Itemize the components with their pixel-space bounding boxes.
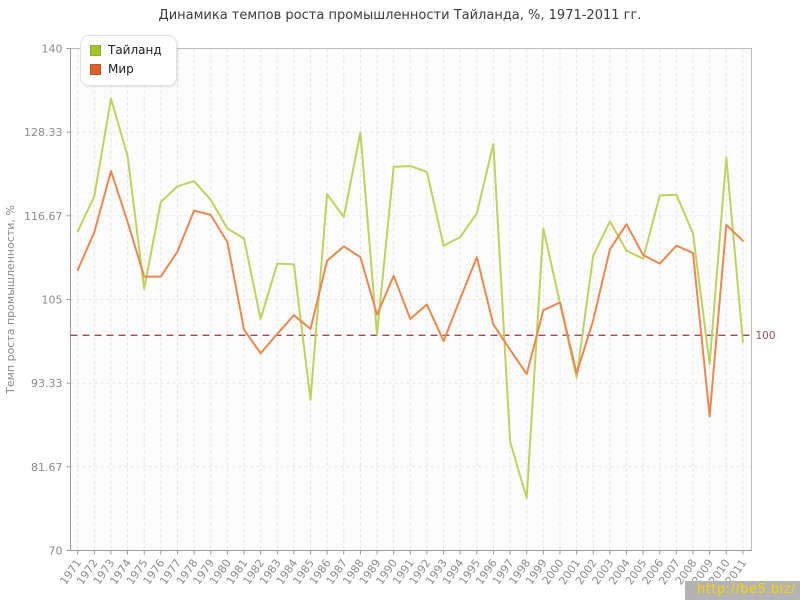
chart-title: Динамика темпов роста промышленности Тай… (158, 8, 642, 23)
world-series-swatch (90, 64, 101, 75)
legend-item-thailand: Тайланд (90, 41, 162, 60)
legend-label-world: Мир (108, 62, 134, 76)
reference-line-label: 100 (756, 330, 776, 342)
thailand-series-swatch (90, 45, 101, 56)
y-tick-label: 81.67 (31, 461, 63, 474)
y-axis-title: Темп роста промышленности, % (4, 205, 17, 395)
legend-label-thailand: Тайланд (108, 43, 162, 57)
y-tick-label: 93.33 (31, 377, 63, 390)
y-tick-label: 116.67 (24, 210, 63, 223)
watermark-link[interactable]: http://be5.biz/ (684, 581, 800, 600)
series-line-thailand (76, 97, 744, 500)
plot-area (70, 48, 752, 551)
legend-item-world: Мир (90, 60, 162, 79)
y-tick-label: 105 (42, 294, 63, 307)
legend: Тайланд Мир (80, 35, 177, 86)
y-tick-label: 128.33 (24, 126, 63, 139)
series-line-world (76, 170, 744, 418)
y-tick-label: 70 (49, 545, 63, 558)
y-tick-label: 140 (42, 43, 63, 56)
